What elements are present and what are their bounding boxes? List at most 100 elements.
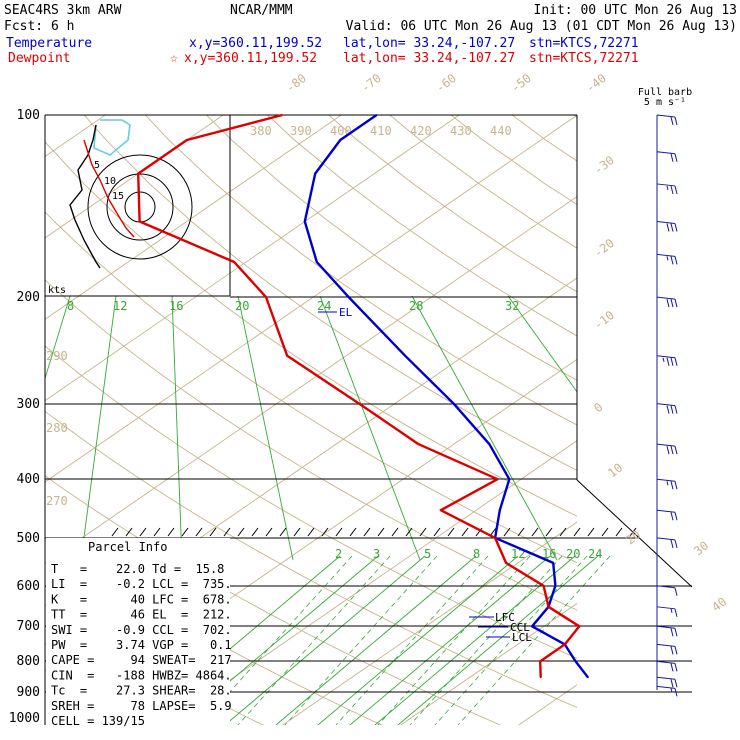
parcel-info-rows: T = 22.0 Td = 15.8LI = -0.2 LCL = 735.K … <box>51 562 232 728</box>
wind-barb <box>656 253 678 265</box>
barb-feather <box>670 446 674 455</box>
pressure-label: 200 <box>17 290 40 305</box>
pressure-axis-labels-overlay: 600 700 800 900 1000 <box>9 579 40 726</box>
wind-speed-line <box>171 295 183 561</box>
barb-feather <box>666 446 670 455</box>
barb-feather <box>670 223 674 232</box>
barb-staff <box>656 585 676 589</box>
parcel-info-row: SREH = 78 LAPSE= 5.9 <box>51 699 232 713</box>
parcel-info-row: CELL = 139/15 <box>51 714 145 728</box>
temperature-point <box>303 220 306 223</box>
barb-feather <box>670 628 674 637</box>
isotherm-label: 0 <box>591 400 605 415</box>
wind-barb <box>656 625 678 637</box>
barb-feather <box>670 539 674 548</box>
wind-speed-line <box>507 295 577 393</box>
barb-half-feather <box>666 256 669 261</box>
barb-feather <box>674 628 678 637</box>
barb-staff <box>656 183 676 187</box>
dewpoint-point <box>186 139 188 141</box>
dry-adiabat-line <box>572 115 577 119</box>
hatch-tick <box>447 527 455 537</box>
wind-barb <box>656 585 678 596</box>
barb-feather <box>674 608 678 617</box>
hatch-tick <box>209 527 217 537</box>
barb-feather <box>670 481 674 490</box>
theta-label: 380 <box>250 124 272 138</box>
ccl-label: CCL <box>510 621 530 634</box>
hatch-tick <box>265 527 273 537</box>
forecast-hour: Fcst: 6 h <box>4 19 74 34</box>
mixing-ratio-label: 16 <box>542 547 556 561</box>
temperature-point <box>339 139 342 141</box>
hatch-tick <box>307 527 315 537</box>
dry-adiabat-line <box>205 115 577 381</box>
temperature-station: stn=KTCS,72271 <box>529 36 639 51</box>
barb-feather <box>674 153 678 162</box>
isotherm-label: -10 <box>591 308 617 332</box>
temperature-point <box>574 660 577 663</box>
wind-speed-label: 16 <box>169 299 183 313</box>
wind-barbs <box>656 114 678 697</box>
dewpoint-xy: x,y=360.11,199.52 <box>184 51 317 66</box>
dewpoint-legend: Dewpoint <box>8 51 71 66</box>
isotherm-line <box>45 115 461 402</box>
mixing-ratio-line <box>317 555 519 725</box>
isotherm-label: -30 <box>591 153 617 177</box>
parcel-info-box: Parcel Info T = 22.0 Td = 15.8LI = -0.2 … <box>46 538 232 728</box>
lfc-label: LFC <box>495 611 515 624</box>
isotherm-label: -50 <box>508 71 534 95</box>
model-name: SEAC4RS 3km ARW <box>4 3 122 18</box>
wind-barb <box>656 478 678 490</box>
dewpoint-point <box>539 660 542 663</box>
pressure-label: 1000 <box>9 711 40 726</box>
hatch-tick <box>559 527 567 537</box>
wind-speed-label: 24 <box>317 299 331 313</box>
barb-feather <box>674 539 678 548</box>
temperature-point <box>587 676 589 679</box>
parcel-info-title: Parcel Info <box>88 540 167 554</box>
theta-label: 430 <box>450 124 472 138</box>
mixing-ratio-label: 2 <box>335 547 342 561</box>
dewpoint-point <box>281 114 284 116</box>
dry-adiabat-line <box>83 115 577 471</box>
hatch-tick <box>111 527 119 537</box>
barb-feather <box>674 357 678 366</box>
parcel-info-row: PW = 3.74 VGP = 0.1 <box>51 638 232 652</box>
hatch-tick <box>615 527 623 537</box>
dewpoint-point <box>496 478 499 481</box>
dry-adiabat-line <box>144 115 577 426</box>
pressure-label: 400 <box>17 472 40 487</box>
producer-name: NCAR/MMM <box>230 3 293 18</box>
hatch-tick <box>279 527 287 537</box>
isotherm-label: -70 <box>358 71 384 95</box>
wind-barb <box>656 221 678 232</box>
wind-barb <box>656 355 678 366</box>
isotherm-line <box>281 521 577 725</box>
pressure-axis-labels: 100 200 300 400 500 <box>17 108 40 546</box>
wind-speed-line <box>319 295 421 561</box>
hodo-units: kts <box>48 285 66 296</box>
hatch-tick <box>181 527 189 537</box>
barb-feather <box>674 446 678 455</box>
dewpoint-point <box>578 625 581 628</box>
lcl-label: LCL <box>512 631 532 644</box>
dewpoint-point <box>439 509 442 512</box>
theta-label: 410 <box>370 124 392 138</box>
wind-barb <box>656 606 678 617</box>
isotherm-line <box>45 115 577 483</box>
wind-speed-line <box>80 295 117 561</box>
hatch-tick <box>293 527 301 537</box>
dewpoint-point <box>494 537 496 539</box>
temperature-point <box>404 354 407 357</box>
temperature-point <box>452 402 455 405</box>
mixing-ratio-label: 24 <box>588 547 602 561</box>
pressure-label: 600 <box>17 579 40 594</box>
moist-adiabat-line <box>237 555 391 725</box>
wind-speed-labels: 8 12 16 20 24 28 32 <box>67 299 519 313</box>
temperature-legend: Temperature <box>6 36 92 51</box>
temperature-point <box>531 625 533 628</box>
mixing-ratio-line <box>275 555 477 725</box>
mixing-ratio-label: 20 <box>566 547 580 561</box>
parcel-info-row: Tc = 27.3 SHEAR= 28. <box>51 684 232 698</box>
